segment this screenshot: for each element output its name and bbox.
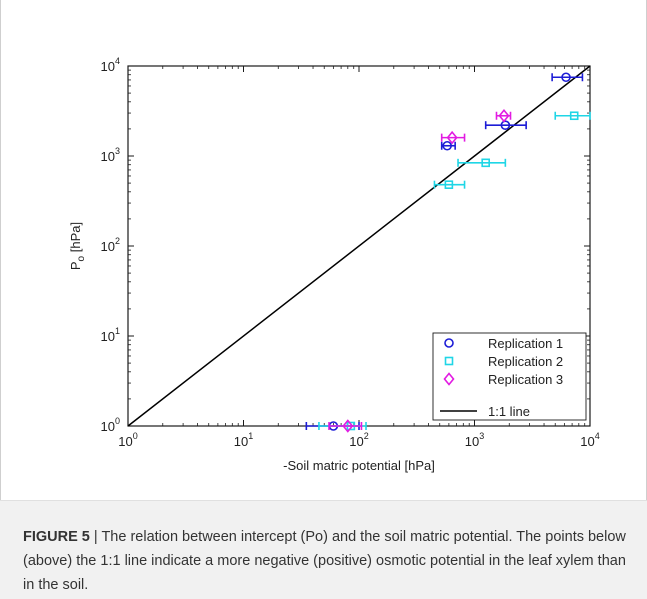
data-point-square xyxy=(444,180,454,189)
y-axis-title: Po [hPa] xyxy=(68,222,87,270)
y-axis-title-unit: [hPa] xyxy=(68,222,83,252)
data-point-square xyxy=(569,111,579,121)
x-tick-label-exponent: 3 xyxy=(479,431,484,441)
x-tick-label-base: 10 xyxy=(118,434,132,449)
x-tick-label-base: 10 xyxy=(349,434,363,449)
figure-caption: FIGURE 5 | The relation between intercep… xyxy=(23,525,633,597)
x-axis-title: -Soil matric potential [hPa] xyxy=(283,458,435,473)
reference-line-group xyxy=(127,65,591,427)
y-tick-label-exponent: 1 xyxy=(115,326,120,336)
caption-text: The relation between intercept (Po) and … xyxy=(23,529,626,593)
y-tick-label: 103 xyxy=(101,146,120,164)
x-tick-label: 100 xyxy=(118,431,137,449)
x-tick-label: 101 xyxy=(234,431,253,449)
y-tick-label: 102 xyxy=(101,236,120,254)
y-tick-label: 100 xyxy=(101,416,120,434)
x-tick-label-base: 10 xyxy=(465,434,479,449)
y-tick-label-exponent: 3 xyxy=(115,146,120,156)
y-tick-label: 101 xyxy=(101,326,120,344)
caption-label: FIGURE 5 xyxy=(23,529,90,545)
y-tick-label-base: 10 xyxy=(101,419,115,434)
legend-marker-circle xyxy=(444,338,454,348)
y-axis-title-sub: o xyxy=(76,255,87,261)
data-point-circle xyxy=(500,120,511,130)
x-tick-label-exponent: 2 xyxy=(364,431,369,441)
x-tick-label-exponent: 0 xyxy=(133,431,138,441)
x-tick-label-base: 10 xyxy=(234,434,248,449)
x-tick-label-base: 10 xyxy=(580,434,594,449)
x-tick-label-exponent: 1 xyxy=(248,431,253,441)
data-point-square xyxy=(481,158,490,168)
y-tick-label-exponent: 0 xyxy=(115,416,120,426)
y-tick-label-base: 10 xyxy=(101,329,115,344)
legend-label: 1:1 line xyxy=(488,404,530,419)
one-to-one-line xyxy=(127,65,591,427)
legend-marker-square xyxy=(444,356,454,366)
data-marks xyxy=(305,72,591,433)
axis-ticks xyxy=(127,65,591,427)
data-point-diamond xyxy=(446,130,458,145)
x-tick-label: 102 xyxy=(349,431,368,449)
y-tick-label: 104 xyxy=(101,56,120,74)
x-tick-label: 103 xyxy=(465,431,484,449)
caption-separator: | xyxy=(89,529,102,545)
x-tick-label-exponent: 4 xyxy=(595,431,600,441)
x-tick-label: 104 xyxy=(580,431,599,449)
data-point-diamond xyxy=(498,108,510,123)
data-point-circle xyxy=(442,140,452,151)
data-point-circle xyxy=(561,72,571,83)
y-axis-title-main: P xyxy=(68,261,83,270)
y-tick-label-base: 10 xyxy=(101,59,115,74)
y-tick-label-exponent: 2 xyxy=(115,236,120,246)
data-point-diamond xyxy=(342,419,354,433)
caption-background xyxy=(0,500,647,599)
y-tick-label-exponent: 4 xyxy=(115,56,120,66)
legend-label: Replication 3 xyxy=(488,372,563,387)
legend: Replication 1 Replication 2 Replication 3 1… xyxy=(432,332,587,421)
legend-label: Replication 1 xyxy=(488,336,563,351)
y-tick-label-base: 10 xyxy=(101,239,115,254)
legend-marker-diamond xyxy=(443,372,455,386)
y-tick-label-base: 10 xyxy=(101,149,115,164)
legend-label: Replication 2 xyxy=(488,354,563,369)
legend-box xyxy=(432,332,587,421)
frame-left-border xyxy=(0,0,1,598)
